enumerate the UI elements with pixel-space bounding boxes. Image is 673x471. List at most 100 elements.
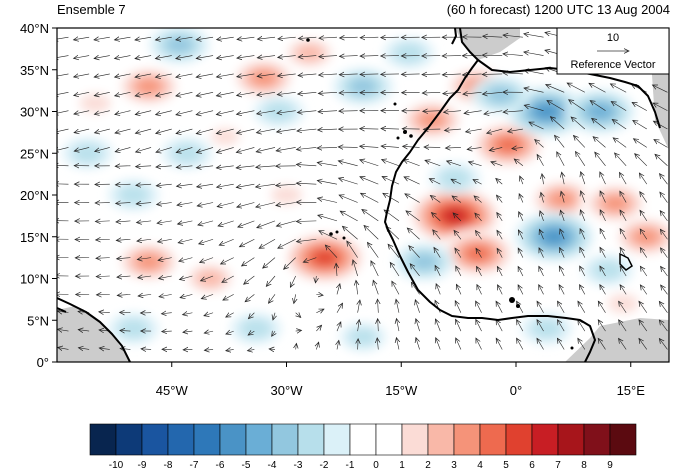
colorbar-label: -5 [242, 460, 251, 471]
wind-vector [269, 349, 276, 350]
wind-vector [367, 242, 379, 258]
wind-vector [455, 301, 462, 313]
wind-vector [337, 284, 340, 295]
anomaly-blob [439, 168, 471, 189]
lon-tick-label: 30°W [271, 383, 304, 398]
wind-vector [176, 128, 193, 134]
wind-vector [95, 128, 110, 133]
wind-vector [433, 230, 441, 240]
lon-tick-label: 15°W [385, 383, 418, 398]
wind-vector [422, 92, 441, 93]
island-gulf [516, 304, 520, 308]
wind-vector [256, 202, 276, 208]
wind-vector [356, 280, 358, 295]
colorbar-label: -3 [294, 460, 303, 471]
wind-vector [325, 245, 338, 258]
colorbar-label: -8 [164, 460, 173, 471]
wind-vector [403, 160, 420, 167]
lon-tick-label: 0° [510, 383, 522, 398]
wind-vector [430, 196, 441, 203]
wind-vector [339, 178, 358, 185]
wind-vector [257, 92, 276, 95]
wind-vector [136, 203, 152, 204]
wind-vector [115, 184, 131, 185]
wind-vector [183, 313, 193, 315]
wind-vector [496, 301, 503, 313]
colorbar-label: 9 [607, 460, 613, 471]
wind-vector [455, 248, 462, 258]
anomaly-blob [607, 293, 639, 314]
colorbar-label: 1 [399, 460, 405, 471]
wind-vector [360, 146, 379, 147]
wind-vector [318, 92, 338, 93]
wind-vector [463, 92, 482, 94]
wind-vector [517, 320, 524, 332]
wind-vector [580, 247, 586, 258]
wind-vector [476, 338, 482, 350]
wind-vector [216, 92, 234, 95]
wind-vector [615, 153, 627, 166]
anomaly-blob [466, 246, 490, 261]
wind-vector [276, 220, 296, 226]
colorbar-swatch [297, 423, 325, 456]
island-capeverde-2 [335, 230, 339, 234]
wind-vector [136, 166, 152, 167]
wind-vector [179, 276, 193, 280]
wind-vector [319, 56, 338, 57]
wind-vector [443, 92, 461, 93]
wind-vector [575, 152, 586, 166]
wind-vector [217, 184, 234, 187]
wind-vector [201, 275, 214, 281]
colorbar-swatch [115, 423, 143, 456]
wind-vector [484, 110, 503, 114]
wind-vector [518, 285, 524, 295]
wind-vector [298, 56, 317, 58]
wind-vector [517, 338, 524, 350]
island-capeverde-3 [342, 236, 346, 240]
colorbar-label: 3 [451, 460, 457, 471]
anomaly-blob [410, 253, 438, 271]
wind-vector [425, 160, 441, 167]
wind-vector [94, 92, 110, 95]
wind-vector [296, 343, 297, 350]
lat-tick-label: 25°N [20, 146, 49, 161]
wind-vector [78, 348, 90, 350]
wind-vector [464, 111, 482, 114]
wind-vector [514, 159, 524, 167]
wind-vector [226, 331, 234, 334]
wind-vector [259, 238, 276, 248]
wind-vector [639, 173, 648, 185]
wind-vector [277, 111, 296, 114]
wind-vector [550, 117, 565, 130]
coastline-south-america [57, 297, 131, 362]
wind-vector [659, 320, 668, 332]
wind-vector [57, 37, 69, 40]
colorbar-label: 8 [581, 460, 587, 471]
wind-vector [177, 184, 193, 186]
wind-vector [155, 37, 172, 40]
wind-vector [74, 92, 90, 95]
wind-vector [196, 147, 214, 152]
anomaly-blob [542, 229, 566, 244]
wind-vector [318, 215, 338, 222]
longitude-axis: 45°W 30°W 15°W 0° 15°E [156, 362, 645, 398]
wind-vector [156, 166, 172, 167]
wind-vector [57, 74, 69, 77]
wind-vector [415, 300, 420, 313]
colorbar-swatch [141, 423, 169, 456]
wind-vector [239, 238, 255, 247]
lake-coastline [619, 252, 633, 271]
wind-vector [117, 294, 131, 295]
wind-vector [57, 56, 69, 59]
wind-vector [640, 210, 648, 222]
wind-vector [381, 128, 399, 129]
wind-vector [221, 257, 234, 264]
wind-vector [183, 331, 193, 332]
wind-vector [244, 275, 255, 284]
wind-vector [409, 246, 420, 258]
wind-vector [652, 85, 668, 93]
island-canary-1 [403, 130, 407, 134]
colorbar-label: -10 [109, 460, 124, 471]
anomaly-blob [419, 112, 445, 128]
wind-vector [519, 212, 523, 222]
